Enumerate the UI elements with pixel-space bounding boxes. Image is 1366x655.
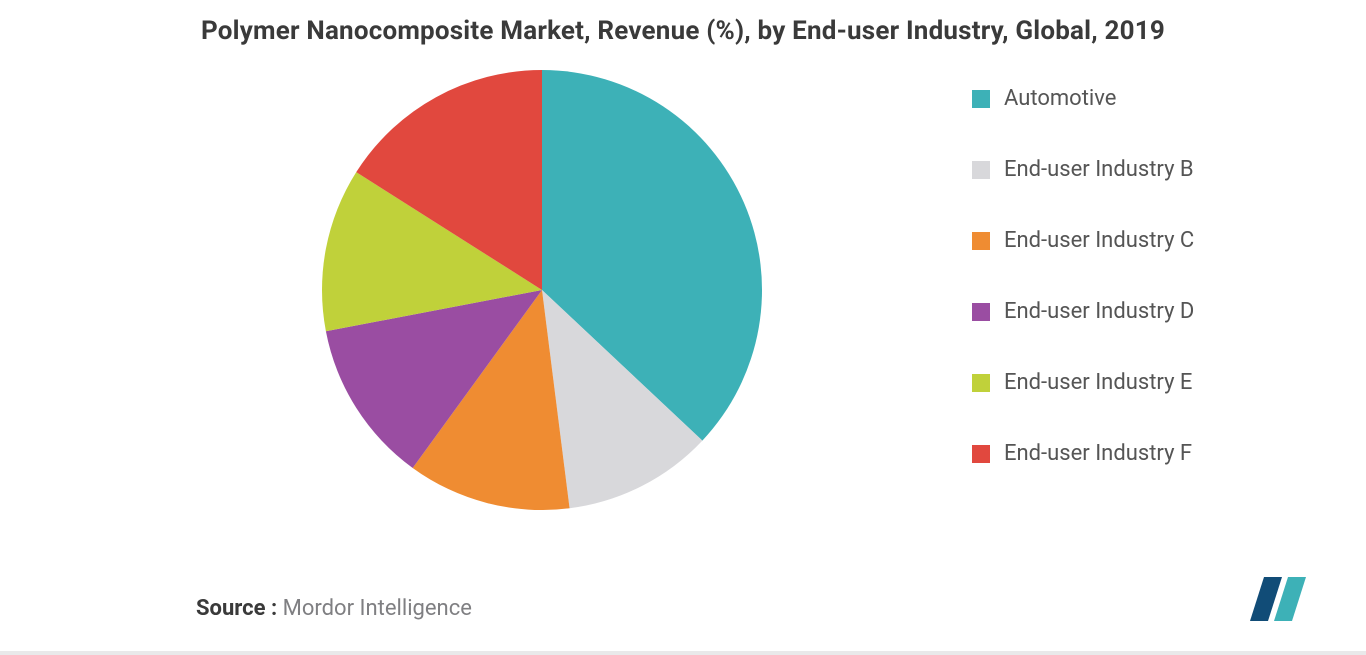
- legend-item-5: End-user Industry F: [972, 441, 1194, 466]
- legend-label: End-user Industry F: [1004, 441, 1192, 466]
- legend-swatch: [972, 303, 990, 321]
- legend-item-4: End-user Industry E: [972, 370, 1194, 395]
- legend-item-0: Automotive: [972, 86, 1194, 111]
- legend-item-1: End-user Industry B: [972, 157, 1194, 182]
- chart-area: Automotive End-user Industry B End-user In…: [32, 58, 1334, 558]
- source-label: Source :: [196, 596, 277, 621]
- legend-swatch: [972, 90, 990, 108]
- legend-label: End-user Industry B: [1004, 157, 1194, 182]
- chart-frame: Polymer Nanocomposite Market, Revenue (%…: [0, 0, 1366, 655]
- legend-swatch: [972, 161, 990, 179]
- legend-label: End-user Industry D: [1004, 299, 1194, 324]
- brand-logo: [1250, 577, 1322, 621]
- source-line: Source : Mordor Intelligence: [196, 596, 472, 621]
- legend-swatch: [972, 374, 990, 392]
- legend: Automotive End-user Industry B End-user In…: [972, 86, 1194, 466]
- legend-label: Automotive: [1004, 86, 1116, 111]
- pie-svg: [322, 70, 762, 510]
- legend-item-2: End-user Industry C: [972, 228, 1194, 253]
- pie-chart: [322, 70, 762, 510]
- brand-logo-svg: [1250, 577, 1322, 621]
- legend-label: End-user Industry C: [1004, 228, 1194, 253]
- chart-title: Polymer Nanocomposite Market, Revenue (%…: [32, 16, 1334, 46]
- legend-item-3: End-user Industry D: [972, 299, 1194, 324]
- source-value: Mordor Intelligence: [283, 596, 472, 621]
- legend-swatch: [972, 232, 990, 250]
- legend-swatch: [972, 445, 990, 463]
- legend-label: End-user Industry E: [1004, 370, 1192, 395]
